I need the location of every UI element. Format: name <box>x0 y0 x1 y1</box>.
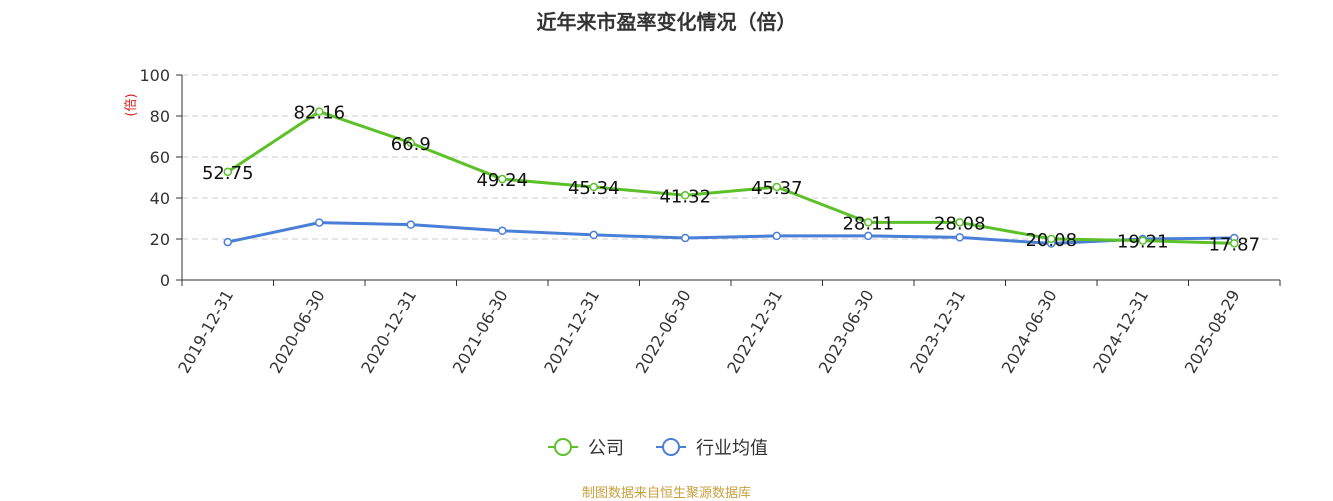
x-tick-label: 2024-12-31 <box>1089 287 1152 377</box>
data-label: 66.9 <box>391 134 431 155</box>
y-tick-label: 20 <box>150 230 170 249</box>
source-note: 制图数据来自恒生聚源数据库 <box>581 486 751 501</box>
x-tick-label: 2024-06-30 <box>998 287 1061 377</box>
data-point-industry <box>864 231 873 241</box>
legend-marker-company <box>554 438 572 456</box>
data-label: 45.34 <box>568 178 620 199</box>
data-point-company <box>589 182 598 192</box>
x-tick-label: 2023-06-30 <box>815 287 878 377</box>
data-point-company <box>1230 239 1239 248</box>
data-point-industry <box>498 226 507 236</box>
y-tick-label: 100 <box>139 66 170 85</box>
data-point-industry <box>955 233 964 242</box>
data-point-industry <box>406 220 415 229</box>
data-point-industry <box>223 237 232 247</box>
data-label: 41.32 <box>659 186 711 207</box>
data-label: 17.87 <box>1208 234 1260 255</box>
data-point-company <box>406 138 415 148</box>
x-tick-label: 2019-12-31 <box>174 287 237 377</box>
x-tick-label: 2023-12-31 <box>906 287 969 377</box>
data-label: 19.21 <box>1117 232 1169 253</box>
series-line-company <box>226 110 1235 245</box>
x-tick-label: 2020-12-31 <box>357 287 420 377</box>
y-axis-label: (倍) <box>124 93 139 116</box>
x-tick-label: 2025-08-29 <box>1181 287 1244 377</box>
chart-title: 近年来市盈率变化情况（倍） <box>536 10 797 34</box>
data-point-company <box>864 218 873 227</box>
data-label: 45.37 <box>751 178 803 199</box>
series-line-industry <box>227 221 1235 246</box>
y-tick-label: 0 <box>160 271 170 290</box>
x-tick-label: 2021-12-31 <box>540 287 603 377</box>
data-label: 28.08 <box>934 213 986 234</box>
data-label: 49.24 <box>476 170 528 191</box>
data-point-industry <box>681 233 690 243</box>
data-point-company <box>1047 234 1056 244</box>
data-point-company <box>223 167 232 177</box>
x-tick-label: 2020-06-30 <box>266 287 329 377</box>
data-point-industry <box>772 231 781 241</box>
data-point-industry <box>315 218 324 227</box>
x-tick-label: 2022-06-30 <box>632 287 695 377</box>
legend-label-industry: 行业均值 <box>696 438 768 459</box>
data-label: 52.75 <box>202 163 254 184</box>
data-point-company <box>498 174 507 184</box>
data-point-company <box>315 107 324 116</box>
data-label: 28.11 <box>842 213 894 234</box>
data-label: 82.16 <box>293 103 345 124</box>
data-point-company <box>681 191 690 200</box>
x-tick-label: 2021-06-30 <box>449 287 512 377</box>
data-point-company <box>955 218 964 227</box>
data-point-company <box>772 182 781 192</box>
data-point-industry <box>589 230 598 240</box>
y-tick-label: 40 <box>150 189 170 208</box>
legend-label-company: 公司 <box>588 438 624 459</box>
y-tick-label: 60 <box>150 148 170 167</box>
data-point-company <box>1138 236 1147 245</box>
x-tick-label: 2022-12-31 <box>723 287 786 377</box>
y-tick-label: 80 <box>150 107 170 126</box>
data-label: 20.08 <box>1025 230 1077 251</box>
legend-marker-industry <box>662 438 680 456</box>
